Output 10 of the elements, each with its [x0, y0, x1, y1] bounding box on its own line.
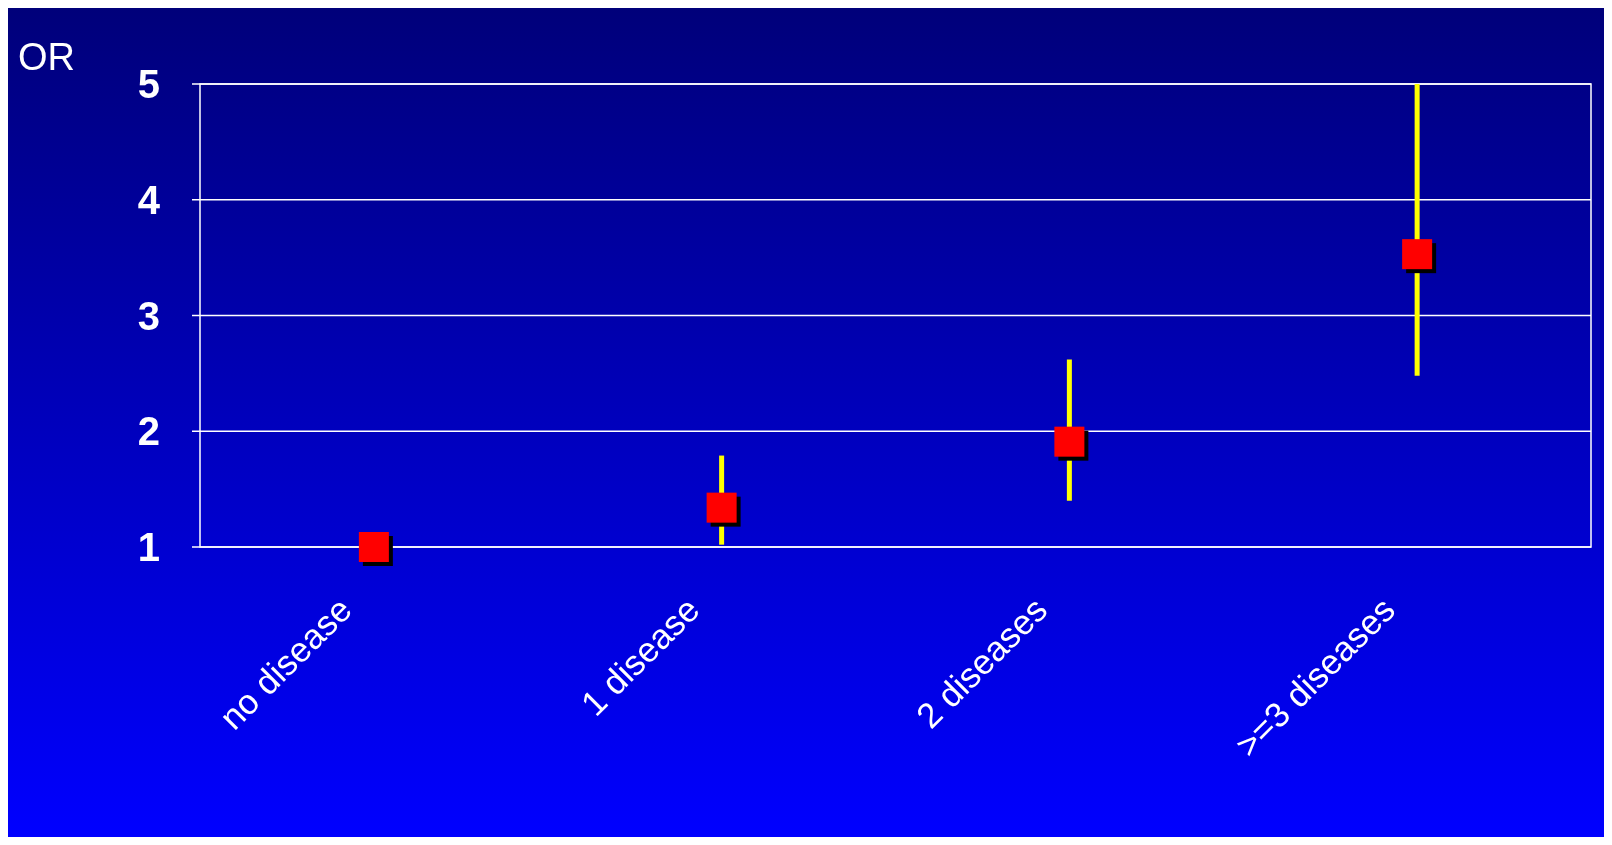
y-tick-label: 4 [137, 177, 161, 222]
y-axis-title: OR [18, 36, 75, 78]
y-tick-label: 2 [137, 409, 160, 454]
point [1402, 239, 1433, 270]
point [706, 492, 737, 523]
point [1054, 426, 1085, 457]
y-tick-label: 1 [137, 525, 160, 569]
y-tick-label: 3 [137, 293, 160, 338]
point [358, 532, 389, 562]
y-tick-label: 5 [137, 62, 160, 106]
